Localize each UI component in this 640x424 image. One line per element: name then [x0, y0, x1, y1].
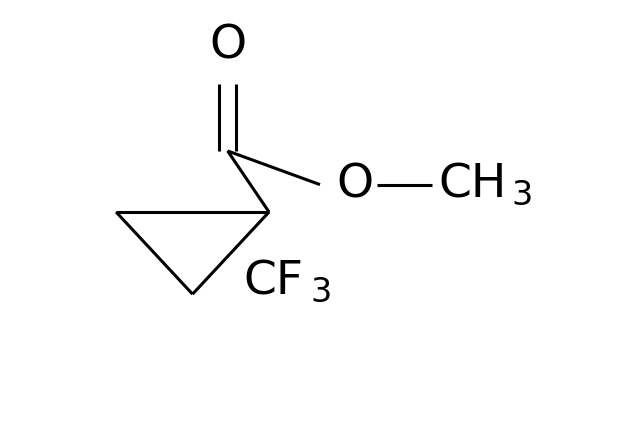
Text: 3: 3 [310, 276, 332, 309]
Text: CH: CH [438, 162, 506, 207]
Text: 3: 3 [511, 179, 532, 212]
Text: O: O [336, 162, 373, 207]
Text: O: O [209, 23, 246, 68]
Text: CF: CF [244, 259, 303, 304]
